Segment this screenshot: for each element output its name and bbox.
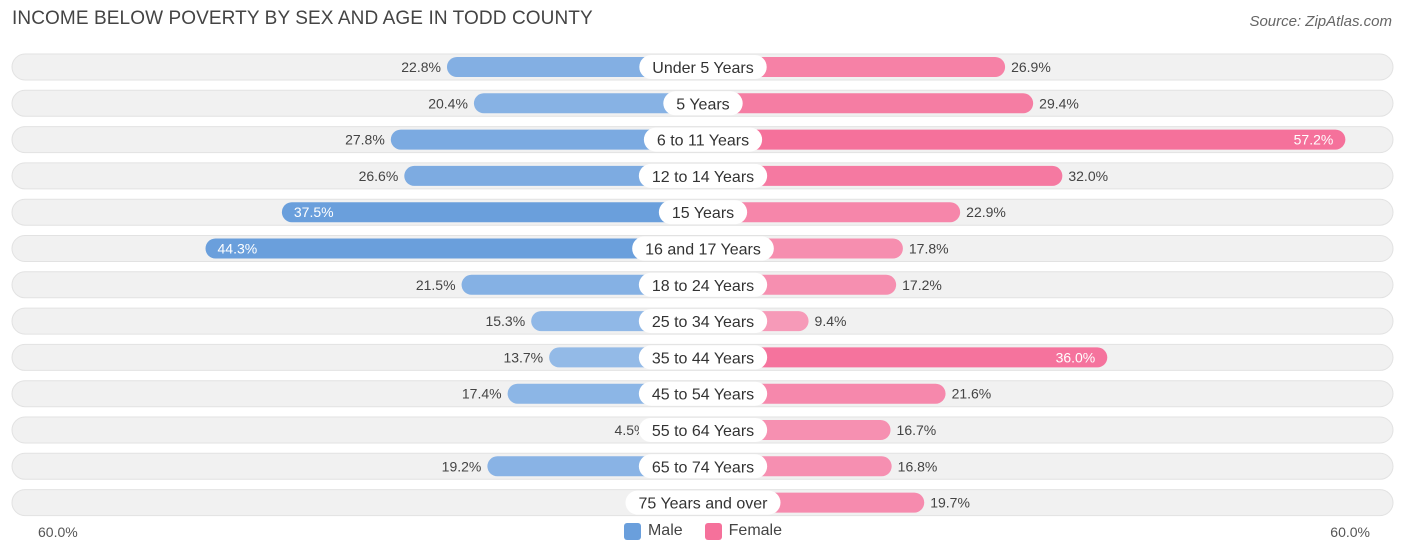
bar-female <box>703 93 1034 114</box>
source-credit: Source: ZipAtlas.com <box>1249 13 1392 30</box>
bar-row: 26.6% 32.0% 12 to 14 Years <box>11 162 1394 190</box>
legend-item-female: Female <box>704 522 783 540</box>
category-pill <box>638 272 768 297</box>
bar-row: 27.8% 57.2% 6 to 11 Years <box>11 126 1394 154</box>
bar-row: 37.5% 22.9% 15 Years <box>11 198 1394 226</box>
chart-title: INCOME BELOW POVERTY BY SEX AND AGE IN T… <box>12 8 593 29</box>
value-label-female: 21.6% <box>952 386 992 402</box>
category-pill <box>639 55 767 79</box>
value-label-male: 22.8% <box>401 59 441 75</box>
value-label-male: 20.4% <box>428 95 468 111</box>
category-pill <box>658 200 748 225</box>
category-pill <box>643 127 763 152</box>
legend: Male Female <box>0 522 1406 540</box>
chart-plot: 22.8% 26.9% Under 5 Years 20.4% 29.4% 5 Years… <box>11 53 1394 517</box>
bar-female <box>703 57 1006 77</box>
value-label-male: 37.5% <box>294 204 334 220</box>
axis-label-left: 60.0% <box>38 524 78 540</box>
value-label-male: 4.5% <box>615 422 647 438</box>
bar-male <box>473 93 703 114</box>
category-label: 18 to 24 Years <box>652 278 754 295</box>
bar-row: 17.4% 21.6% 45 to 54 Years <box>11 380 1394 408</box>
category-label: 35 to 44 Years <box>652 350 754 367</box>
value-label-female: 16.7% <box>897 422 937 438</box>
legend-label-male: Male <box>647 522 683 539</box>
category-pill <box>638 309 768 334</box>
value-label-female: 17.8% <box>909 241 949 257</box>
bar-row: 21.5% 17.2% 18 to 24 Years <box>11 271 1394 299</box>
bar-female <box>703 165 1063 186</box>
axis-label-right: 60.0% <box>1330 524 1370 540</box>
value-label-male: 44.3% <box>218 241 258 257</box>
value-label-female: 57.2% <box>1294 132 1334 148</box>
bar-male <box>281 202 703 223</box>
legend-swatch-male <box>623 522 641 540</box>
value-label-female: 9.4% <box>815 313 847 329</box>
bar-row: 13.7% 36.0% 35 to 44 Years <box>11 343 1394 371</box>
category-label: 55 to 64 Years <box>652 423 754 440</box>
category-label: 6 to 11 Years <box>657 133 749 150</box>
bar-row: 15.3% 9.4% 25 to 34 Years <box>11 307 1394 335</box>
bar-female <box>703 202 961 223</box>
value-label-male: 21.5% <box>416 277 456 293</box>
category-label: 45 to 54 Years <box>652 387 754 404</box>
value-label-female: 29.4% <box>1039 95 1079 111</box>
value-label-female: 22.9% <box>966 204 1006 220</box>
legend-swatch-female <box>704 522 722 540</box>
value-label-male: 27.8% <box>345 132 385 148</box>
category-label: Under 5 Years <box>652 60 753 77</box>
category-pill <box>638 381 768 406</box>
bar-row: 4.5% 16.7% 55 to 64 Years <box>11 416 1394 444</box>
value-label-female: 19.7% <box>930 495 970 511</box>
bar-male <box>446 57 703 77</box>
value-label-male: 26.6% <box>359 168 399 184</box>
category-label: 12 to 14 Years <box>652 169 754 186</box>
category-pill <box>632 236 774 261</box>
category-label: 65 to 74 Years <box>652 459 754 476</box>
value-label-female: 17.2% <box>902 277 942 293</box>
legend-item-male: Male <box>623 522 683 540</box>
category-pill <box>625 490 781 515</box>
bar-row: 22.8% 26.9% Under 5 Years <box>11 53 1394 81</box>
bar-male <box>205 238 704 259</box>
legend-label-female: Female <box>728 522 783 539</box>
bar-row: 19.2% 16.8% 65 to 74 Years <box>11 452 1394 480</box>
category-pill <box>638 345 768 370</box>
value-label-male: 13.7% <box>503 349 543 365</box>
value-label-female: 26.9% <box>1011 59 1051 75</box>
category-label: 5 Years <box>676 96 729 113</box>
value-label-male: 15.3% <box>485 313 525 329</box>
category-label: 16 and 17 Years <box>645 242 761 259</box>
bar-male <box>390 129 703 150</box>
value-label-female: 16.8% <box>898 458 938 474</box>
bar-female <box>703 347 1108 368</box>
category-label: 25 to 34 Years <box>652 314 754 331</box>
bar-female <box>703 129 1346 150</box>
category-label: 75 Years and over <box>639 496 769 513</box>
category-pill <box>638 418 768 442</box>
value-label-male: 19.2% <box>442 458 482 474</box>
category-pill <box>638 163 768 188</box>
bar-row: 44.3% 17.8% 16 and 17 Years <box>11 235 1394 262</box>
value-label-male: 17.4% <box>462 386 502 402</box>
bar-row: 2.7%19.7%75 Years and over <box>11 489 1394 517</box>
value-label-female: 36.0% <box>1056 349 1096 365</box>
value-label-female: 32.0% <box>1068 168 1108 184</box>
bar-row: 20.4% 29.4% 5 Years <box>11 89 1394 117</box>
category-pill <box>638 454 768 479</box>
category-pill <box>663 91 743 116</box>
bar-male <box>404 165 703 186</box>
category-label: 15 Years <box>672 205 734 222</box>
